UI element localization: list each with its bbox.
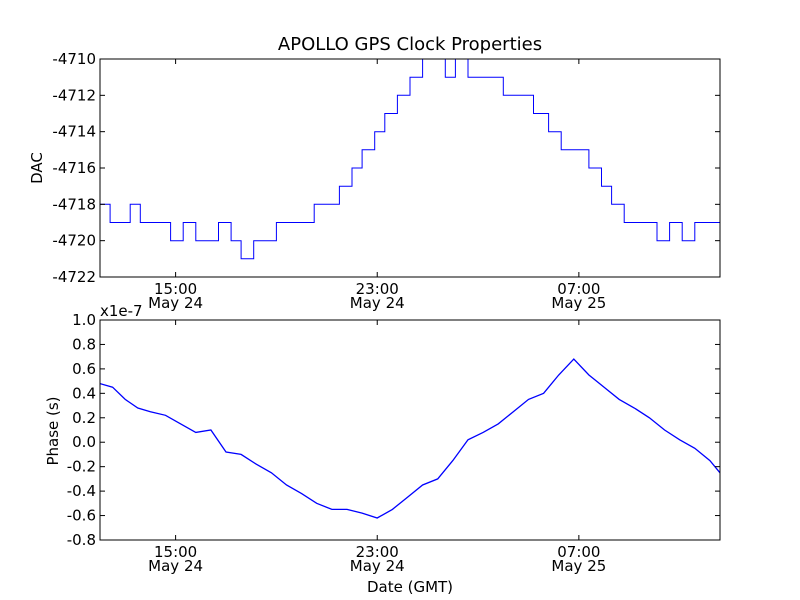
phase-y-tick-label: 0.2 xyxy=(72,409,96,427)
dac-y-tick-label: -4712 xyxy=(52,86,96,104)
dac-x-tick-time: 15:00 xyxy=(154,280,197,298)
dac-y-tick-label: -4714 xyxy=(52,123,96,141)
dac-x-tick-date: May 25 xyxy=(551,294,606,312)
phase-y-tick-label: 0.0 xyxy=(72,433,96,451)
phase-y-axis-label: Phase (s) xyxy=(44,396,62,465)
phase-y-tick-label: 1.0 xyxy=(72,311,96,329)
x-axis-label: Date (GMT) xyxy=(367,578,453,596)
dac-y-tick-label: -4710 xyxy=(52,50,96,68)
phase-y-tick-label: -0.6 xyxy=(67,507,96,525)
chart-title: APOLLO GPS Clock Properties xyxy=(278,34,542,55)
phase-y-tick-label: 0.8 xyxy=(72,335,96,353)
dac-panel: -4710 -4712 -4714 -4716 -4718 -4720 -4722 15:00… xyxy=(52,50,721,312)
phase-axes-frame xyxy=(99,319,721,541)
dac-y-tick-label: -4720 xyxy=(52,232,96,250)
phase-x-tick-date: May 25 xyxy=(551,557,606,575)
dac-series-line xyxy=(100,59,720,260)
dac-x-tick-date: May 24 xyxy=(148,294,203,312)
dac-x-tick-date: May 24 xyxy=(350,294,405,312)
phase-x-tick-date: May 24 xyxy=(350,557,405,575)
phase-offset-label: x1e-7 xyxy=(100,302,143,320)
phase-series-line xyxy=(100,358,720,519)
dac-y-tick-label: -4722 xyxy=(52,268,96,286)
dac-x-tick-time: 07:00 xyxy=(557,280,600,298)
dac-x-tick-time: 23:00 xyxy=(356,280,399,298)
phase-y-tick-label: -0.2 xyxy=(67,458,96,476)
phase-x-tick-time: 15:00 xyxy=(154,543,197,561)
phase-y-tick-label: -0.8 xyxy=(67,531,96,549)
dac-y-tick-label: -4718 xyxy=(52,195,96,213)
phase-x-tick-date: May 24 xyxy=(148,557,203,575)
phase-x-tick-time: 23:00 xyxy=(356,543,399,561)
phase-x-tick-time: 07:00 xyxy=(557,543,600,561)
dac-y-tick-label: -4716 xyxy=(52,159,96,177)
phase-panel: 1.00.80.60.40.20.0-0.2-0.4-0.6-0.815:00M… xyxy=(67,311,721,575)
phase-y-tick-label: 0.6 xyxy=(72,360,96,378)
phase-y-tick-label: 0.4 xyxy=(72,384,96,402)
dac-y-axis-label: DAC xyxy=(28,152,46,184)
phase-y-tick-label: -0.4 xyxy=(67,482,96,500)
